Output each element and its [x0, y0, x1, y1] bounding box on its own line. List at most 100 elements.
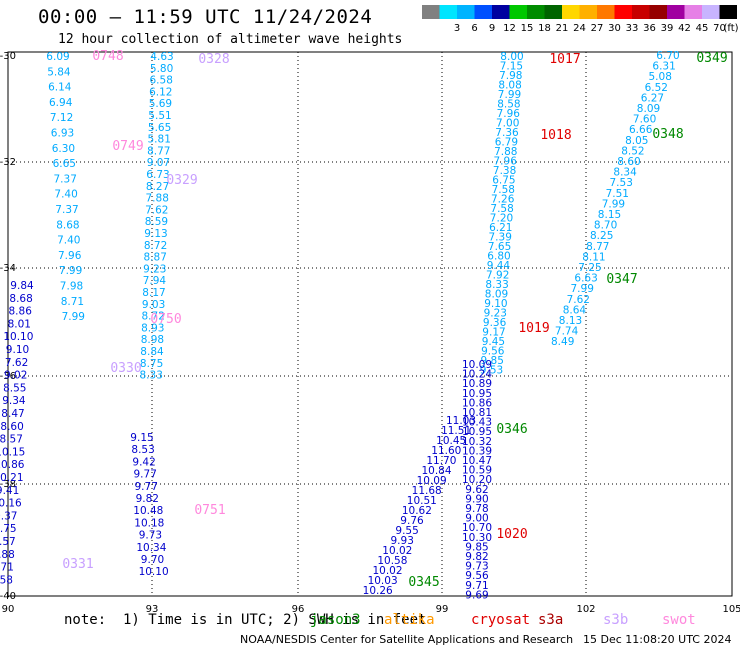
wave-height-label: 8.09: [637, 103, 660, 115]
latitude-tick-label: -30: [0, 51, 16, 62]
wave-height-label: 10.70: [462, 522, 492, 534]
colorbar-swatch: [474, 5, 492, 19]
colorbar-swatch: [562, 5, 580, 19]
footer-note: note: 1) Time is in UTC; 2) SWH is in fe…: [64, 612, 427, 628]
wave-height-label: 8.55: [3, 382, 26, 394]
wave-height-label: 6.80: [487, 251, 510, 263]
wave-height-label: 7.12: [50, 112, 73, 124]
pass-time-label: 0329: [166, 173, 197, 188]
wave-height-label: 9.36: [483, 317, 507, 329]
pass-time-label: 0348: [652, 127, 683, 142]
colorbar-swatch: [457, 5, 475, 19]
wave-height-label: 6.70: [656, 50, 679, 62]
wave-height-label: 8.75: [0, 523, 17, 535]
wave-height-label: 6.58: [150, 75, 173, 87]
colorbar-tick-label: 45: [696, 23, 709, 34]
wave-height-label: 7.99: [498, 89, 521, 101]
wave-height-label: 7.00: [496, 118, 519, 130]
wave-height-label: 9.85: [465, 541, 488, 553]
wave-height-label: 10.18: [134, 517, 164, 529]
wave-height-label: 9.71: [465, 580, 488, 592]
wave-height-label: 10.09: [462, 359, 492, 371]
wave-height-label: 9.17: [482, 327, 505, 339]
wave-height-label: 8.58: [497, 99, 520, 111]
wave-height-label: 9.44: [487, 260, 511, 272]
wave-height-label: 8.08: [498, 80, 521, 92]
wave-height-label: 8.25: [590, 230, 613, 242]
wave-height-label: 7.62: [567, 294, 590, 306]
wave-height-label: 6.79: [495, 137, 518, 149]
satellite-track-6: 10.0910.2410.8910.9510.8610.8110.4310.95…: [462, 359, 492, 601]
wave-height-label: 10.39: [462, 445, 492, 457]
colorbar-swatch: [632, 5, 650, 19]
wave-height-label: 8.33: [140, 370, 163, 382]
wave-height-label: 11.68: [412, 485, 442, 497]
colorbar-swatch: [667, 5, 685, 19]
wave-height-label: 4.63: [150, 51, 173, 63]
wave-height-label: 7.53: [610, 177, 633, 189]
wave-height-label: 7.51: [606, 188, 629, 200]
wave-height-label: 7.20: [490, 213, 513, 225]
pass-time-label: 0349: [696, 51, 727, 66]
wave-height-label: 6.66: [629, 124, 653, 136]
wave-height-label: 7.99: [571, 283, 594, 295]
wave-height-label: 7.38: [493, 165, 516, 177]
wave-height-label: 10.02: [382, 545, 412, 557]
satellite-track-4: 9.158.539.429.779.779.8210.4810.189.7310…: [130, 432, 168, 578]
wave-height-label: 8.64: [563, 304, 587, 316]
pass-time-label: 0345: [408, 575, 439, 590]
satellite-legend-altika: altika: [384, 612, 435, 628]
wave-height-label: 7.60: [633, 114, 656, 126]
wave-height-label: 7.74: [555, 326, 579, 338]
wave-height-label: 7.94: [143, 275, 167, 287]
wave-height-label: 8.59: [145, 216, 168, 228]
wave-height-label: 9.03: [142, 299, 165, 311]
satellite-track-2: 9.848.688.868.0110.109.107.629.028.559.3…: [0, 280, 34, 586]
colorbar-swatch: [439, 5, 457, 19]
wave-height-label: 5.80: [150, 63, 173, 75]
wave-height-label: 7.96: [497, 108, 521, 120]
wave-height-label: 10.32: [462, 436, 492, 448]
wave-height-label: 7.36: [495, 127, 519, 139]
wave-height-label: 5.81: [148, 134, 171, 146]
wave-height-label: 8.93: [141, 322, 164, 334]
wave-height-label: 9.56: [465, 570, 489, 582]
wave-height-label: 10.10: [3, 331, 33, 343]
satellite-legend-jason3: jason3: [310, 612, 361, 628]
wave-height-label: 10.89: [462, 378, 492, 390]
pass-time-label: 0748: [92, 49, 123, 64]
wave-height-label: 8.53: [131, 444, 154, 456]
colorbar-tick-label: 9: [489, 23, 495, 34]
colorbar-tick-label: 18: [538, 23, 551, 34]
wave-height-label: 10.03: [368, 575, 398, 587]
colorbar-swatch: [719, 5, 737, 19]
colorbar-tick-label: 70: [713, 23, 726, 34]
wave-height-label: 10.30: [462, 532, 492, 544]
latitude-tick-label: -34: [0, 263, 16, 274]
longitude-tick-label: 102: [576, 604, 595, 615]
wave-height-label: 6.63: [574, 273, 597, 285]
wave-height-label: 8.17: [142, 287, 165, 299]
wave-height-label: 6.12: [149, 86, 172, 98]
wave-height-label: 8.98: [141, 334, 164, 346]
colorbar-tick-label: 36: [643, 23, 656, 34]
wave-height-label: 9.23: [143, 263, 166, 275]
wave-height-label: 11.03: [446, 415, 476, 427]
wave-height-label: 9.57: [0, 536, 16, 548]
wave-height-label: 10.62: [402, 505, 432, 517]
wave-height-label: 8.60: [617, 156, 640, 168]
wave-height-label: 8.75: [140, 358, 163, 370]
wave-height-label: 11.70: [426, 455, 456, 467]
wave-height-label: 8.00: [500, 51, 523, 63]
satellite-track-5: 8.007.157.988.087.998.587.967.007.366.79…: [480, 51, 524, 377]
longitude-tick-label: 99: [436, 604, 449, 615]
wave-height-label: 7.98: [499, 70, 522, 82]
wave-height-label: 11.51: [441, 425, 471, 437]
pass-time-label: 0331: [62, 557, 93, 572]
wave-height-label: 11.60: [431, 445, 461, 457]
wave-height-label: 6.14: [48, 82, 72, 94]
wave-height-label: 10.15: [0, 446, 25, 458]
wave-height-label: 10.34: [136, 542, 166, 554]
wave-height-label: 6.30: [52, 143, 75, 155]
colorbar-swatch: [684, 5, 702, 19]
